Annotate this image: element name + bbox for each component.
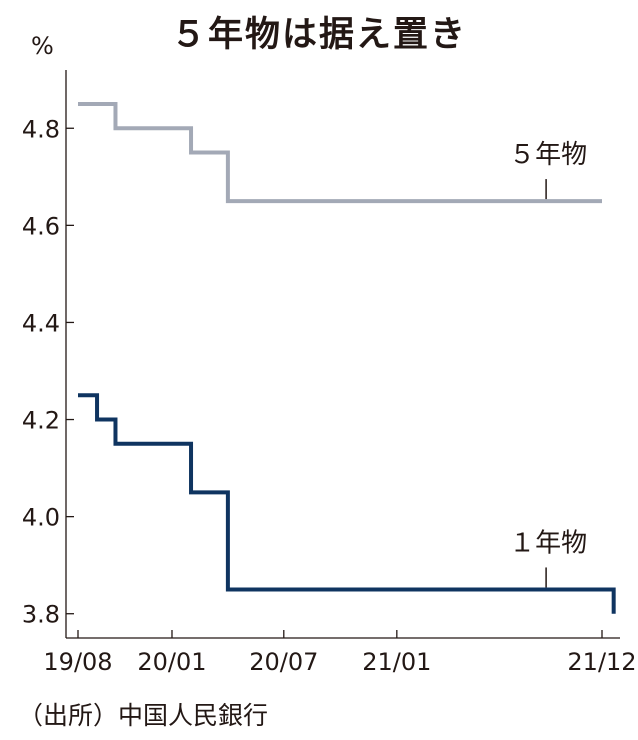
chart-title: ５年物は据え置き [170, 15, 467, 55]
y-tick-label: 4.2 [22, 407, 60, 435]
y-tick-label: 4.0 [22, 504, 60, 532]
series-label-layer: ５年物 １年物 [509, 140, 587, 588]
series-line-five-year [78, 101, 602, 204]
x-tick-label: 21/01 [362, 648, 431, 676]
series-line-one-year [78, 393, 616, 614]
x-tick-label: 19/08 [43, 648, 112, 676]
series-label: ５年物 [509, 140, 587, 170]
x-tick-label: 20/01 [137, 648, 206, 676]
y-tick-label: 3.8 [22, 601, 60, 629]
y-tick-label: 4.4 [22, 309, 60, 337]
y-tick-label: 4.6 [22, 212, 60, 240]
y-tick-label: 4.8 [22, 115, 60, 143]
source-note: （出所）中国人民銀行 [18, 701, 269, 730]
x-tick-label: 20/07 [249, 648, 318, 676]
y-axis-unit-label: % [31, 32, 54, 60]
axes: 3.8 4.0 4.2 4.4 4.6 4.8 19/08 20/01 20/07 21/01 21… [22, 70, 637, 676]
series-layer [78, 101, 616, 614]
series-label: １年物 [509, 528, 587, 558]
x-tick-label: 21/12 [567, 648, 636, 676]
